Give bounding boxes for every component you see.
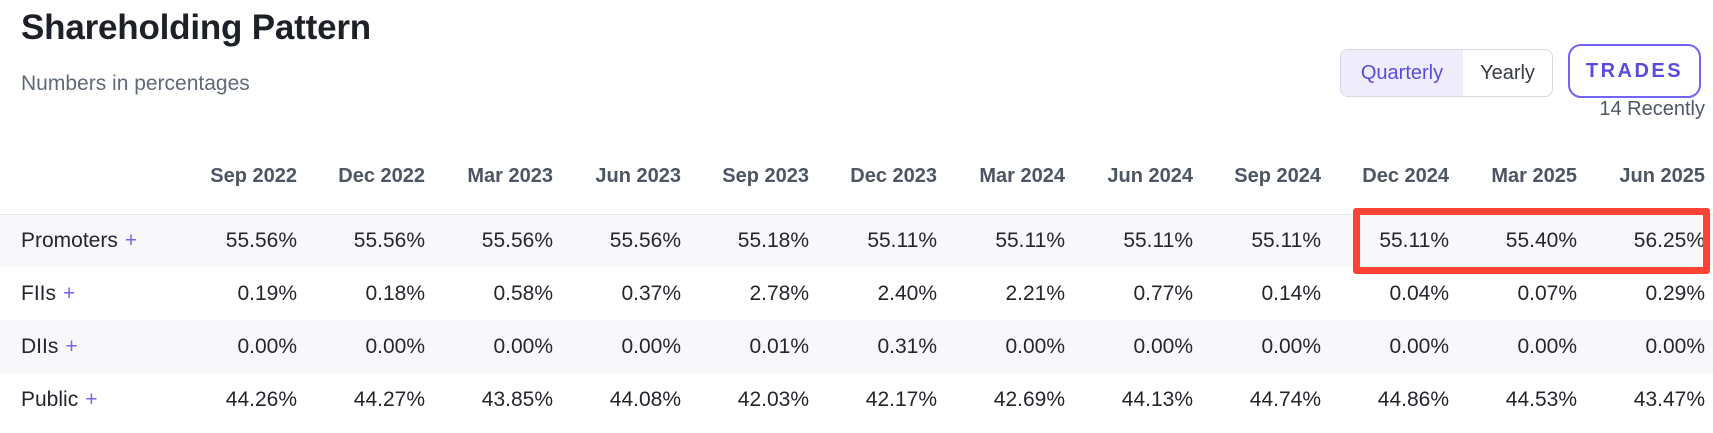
- cell-value: 0.00%: [621, 334, 681, 358]
- cell-value: 0.00%: [1645, 334, 1705, 358]
- cell-value: 55.56%: [225, 228, 297, 252]
- column-header: Mar 2025: [1449, 140, 1577, 215]
- cell-value: 55.11%: [1123, 228, 1193, 252]
- cell-value: 42.17%: [865, 387, 937, 411]
- column-header: Jun 2024: [1065, 140, 1193, 215]
- cell-value: 0.14%: [1261, 281, 1321, 305]
- cell-value: 0.07%: [1517, 281, 1577, 305]
- cell-value: 44.86%: [1377, 387, 1449, 411]
- cell-value: 0.37%: [621, 281, 681, 305]
- cell-value: 56.25%: [1633, 228, 1705, 252]
- cell-value: 0.01%: [749, 334, 809, 358]
- cell-value: 55.56%: [481, 228, 553, 252]
- row-label: Public: [21, 387, 79, 411]
- page-subtitle: Numbers in percentages: [21, 72, 250, 95]
- cell-value: 55.56%: [609, 228, 681, 252]
- column-header: Sep 2022: [169, 140, 297, 215]
- toggle-quarterly-button[interactable]: Quarterly: [1341, 50, 1463, 96]
- cell-value: 0.31%: [877, 334, 937, 358]
- column-header: Jun 2025: [1577, 140, 1713, 215]
- row-label-cell: Public +: [0, 373, 169, 426]
- cell-value: 55.40%: [1505, 228, 1577, 252]
- cell-value: 44.74%: [1249, 387, 1321, 411]
- row-label-cell: FIIs +: [0, 267, 169, 320]
- cell-value: 0.58%: [493, 281, 553, 305]
- cell-value: 43.47%: [1633, 387, 1705, 411]
- header-row: Sep 2022 Dec 2022 Mar 2023 Jun 2023 Sep 2023…: [0, 140, 1713, 215]
- page-title: Shareholding Pattern: [21, 8, 371, 47]
- cell-value: 0.00%: [1005, 334, 1065, 358]
- period-toggle: Quarterly Yearly: [1340, 49, 1553, 97]
- cell-value: 42.03%: [737, 387, 809, 411]
- expand-row-button[interactable]: +: [65, 334, 78, 358]
- cell-value: 0.00%: [1517, 334, 1577, 358]
- cell-value: 44.53%: [1505, 387, 1577, 411]
- expand-row-button[interactable]: +: [85, 387, 98, 411]
- table-row-diis: DIIs +0.00% 0.00% 0.00% 0.00% 0.01% 0.31% 0.00%…: [0, 320, 1713, 373]
- cell-value: 0.18%: [365, 281, 425, 305]
- cell-value: 0.00%: [493, 334, 553, 358]
- table-row-fiis: FIIs +0.19% 0.18% 0.58% 0.37% 2.78% 2.40% 2.21%…: [0, 267, 1713, 320]
- cell-value: 44.26%: [225, 387, 297, 411]
- cell-value: 0.00%: [1133, 334, 1193, 358]
- recent-trades-count: 14 Recently: [1599, 98, 1705, 120]
- column-header: Mar 2023: [425, 140, 553, 215]
- trades-button[interactable]: TRADES: [1568, 44, 1701, 98]
- shareholding-table: Sep 2022 Dec 2022 Mar 2023 Jun 2023 Sep 2023…: [0, 140, 1713, 426]
- cell-value: 0.04%: [1389, 281, 1449, 305]
- cell-value: 2.40%: [877, 281, 937, 305]
- cell-value: 0.19%: [237, 281, 297, 305]
- column-header: Mar 2024: [937, 140, 1065, 215]
- cell-value: 44.13%: [1121, 387, 1193, 411]
- cell-value: 0.00%: [365, 334, 425, 358]
- column-header: Sep 2023: [681, 140, 809, 215]
- cell-value: 43.85%: [481, 387, 553, 411]
- column-header: Dec 2023: [809, 140, 937, 215]
- expand-row-button[interactable]: +: [63, 281, 76, 305]
- column-header: Jun 2023: [553, 140, 681, 215]
- cell-value: 55.11%: [867, 228, 937, 252]
- cell-value: 0.00%: [1389, 334, 1449, 358]
- row-label: FIIs: [21, 281, 56, 305]
- cell-value: 55.11%: [1251, 228, 1321, 252]
- cell-value: 55.18%: [737, 228, 809, 252]
- cell-value: 44.27%: [353, 387, 425, 411]
- cell-value: 44.08%: [609, 387, 681, 411]
- cell-value: 42.69%: [993, 387, 1065, 411]
- table-body: Promoters +55.56% 55.56% 55.56% 55.56% 55.18%…: [0, 214, 1713, 426]
- cell-value: 0.00%: [1261, 334, 1321, 358]
- table-head: Sep 2022 Dec 2022 Mar 2023 Jun 2023 Sep 2023…: [0, 140, 1713, 215]
- row-label: Promoters: [21, 228, 118, 252]
- toggle-yearly-button[interactable]: Yearly: [1463, 50, 1552, 96]
- header-spacer-cell: [0, 140, 169, 215]
- cell-value: 0.00%: [237, 334, 297, 358]
- cell-value: 0.29%: [1645, 281, 1705, 305]
- table-row-promoters: Promoters +55.56% 55.56% 55.56% 55.56% 55.18%…: [0, 214, 1713, 267]
- expand-row-button[interactable]: +: [124, 228, 138, 252]
- cell-value: 2.21%: [1005, 281, 1065, 305]
- cell-value: 0.77%: [1133, 281, 1193, 305]
- row-label: DIIs: [21, 334, 59, 358]
- cell-value: 2.78%: [749, 281, 809, 305]
- column-header: Dec 2024: [1321, 140, 1449, 215]
- table-row-public: Public +44.26% 44.27% 43.85% 44.08% 42.03% 42.…: [0, 373, 1713, 426]
- column-header: Sep 2024: [1193, 140, 1321, 215]
- row-label-cell: Promoters +: [0, 214, 169, 267]
- row-label-cell: DIIs +: [0, 320, 169, 373]
- cell-value: 55.11%: [995, 228, 1065, 252]
- cell-value: 55.56%: [353, 228, 425, 252]
- column-header: Dec 2022: [297, 140, 425, 215]
- cell-value: 55.11%: [1379, 228, 1449, 252]
